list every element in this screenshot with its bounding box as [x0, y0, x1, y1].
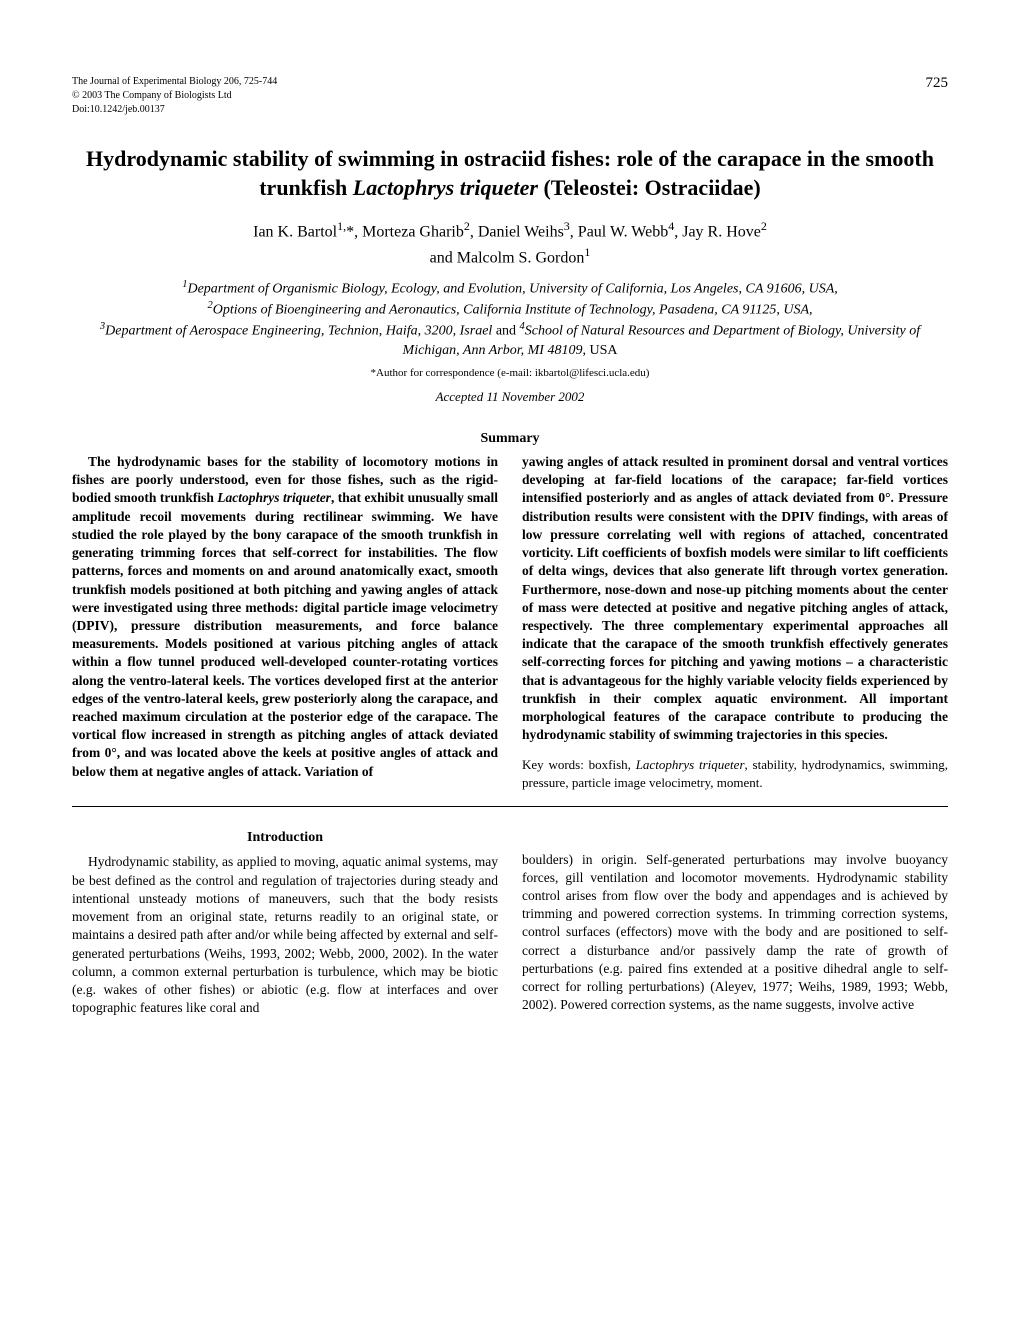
page-number: 725: [926, 75, 949, 92]
intro-left-para: Hydrodynamic stability, as applied to mo…: [72, 853, 498, 1017]
intro-right-para: boulders) in origin. Self-generated pert…: [522, 851, 948, 1015]
author3: , Daniel Weihs: [470, 224, 564, 241]
summary-right: yawing angles of attack resulted in prom…: [522, 453, 948, 792]
summary-left-species: Lactophrys triqueter: [217, 490, 331, 505]
authors: Ian K. Bartol1,*, Morteza Gharib 2 , Danie…: [72, 218, 948, 269]
journal-line3: Doi:10.1242/jeb.00137: [72, 103, 277, 117]
author2pre: *, Morteza Gharib: [346, 224, 464, 241]
intro-columns: Introduction Hydrodynamic stability, as …: [72, 829, 948, 1018]
summary-left-b: , that exhibit unusually small amplitude…: [72, 490, 498, 778]
affiliations: 1Department of Organismic Biology, Ecolo…: [72, 278, 948, 361]
author5: , Jay R. Hove: [674, 224, 761, 241]
keywords-pre: Key words: boxfish,: [522, 757, 636, 772]
journal-line1: The Journal of Experimental Biology 206,…: [72, 75, 277, 89]
author4: , Paul W. Webb: [570, 224, 668, 241]
aff2: Options of Bioengineering and Aeronautic…: [213, 303, 813, 318]
keywords-species: Lactophrys triqueter: [636, 757, 745, 772]
title-species: Lactophrys triqueter: [353, 175, 538, 200]
author1: Ian K. Bartol: [253, 224, 337, 241]
title-part2: (Teleostei: Ostraciidae): [538, 175, 761, 200]
author1-sup: 1,: [337, 219, 346, 233]
intro-heading: Introduction: [72, 829, 498, 848]
aff3: Department of Aerospace Engineering, Tec…: [105, 324, 492, 339]
intro-right-spacer: [522, 829, 948, 851]
aff-tail: , USA: [582, 343, 617, 358]
journal-line2: © 2003 The Company of Biologists Ltd: [72, 89, 277, 103]
accepted-date: Accepted 11 November 2002: [72, 389, 948, 405]
correspondence: *Author for correspondence (e-mail: ikba…: [72, 367, 948, 379]
intro-right: boulders) in origin. Self-generated pert…: [522, 829, 948, 1018]
summary-heading: Summary: [72, 431, 948, 447]
journal-info: The Journal of Experimental Biology 206,…: [72, 75, 277, 117]
summary-right-para: yawing angles of attack resulted in prom…: [522, 453, 948, 745]
summary-columns: The hydrodynamic bases for the stability…: [72, 453, 948, 792]
divider: [72, 806, 948, 807]
author6-sup: 1: [584, 245, 590, 259]
summary-left-para: The hydrodynamic bases for the stability…: [72, 453, 498, 781]
keywords: Key words: boxfish, Lactophrys triqueter…: [522, 756, 948, 791]
intro-left: Introduction Hydrodynamic stability, as …: [72, 829, 498, 1018]
aff1: Department of Organismic Biology, Ecolog…: [187, 281, 837, 296]
author5-sup: 2: [761, 219, 767, 233]
header-row: The Journal of Experimental Biology 206,…: [72, 75, 948, 117]
article-title: Hydrodynamic stability of swimming in os…: [72, 145, 948, 202]
author6: and Malcolm S. Gordon: [430, 249, 585, 266]
summary-left: The hydrodynamic bases for the stability…: [72, 453, 498, 792]
aff-and: and: [492, 324, 519, 339]
